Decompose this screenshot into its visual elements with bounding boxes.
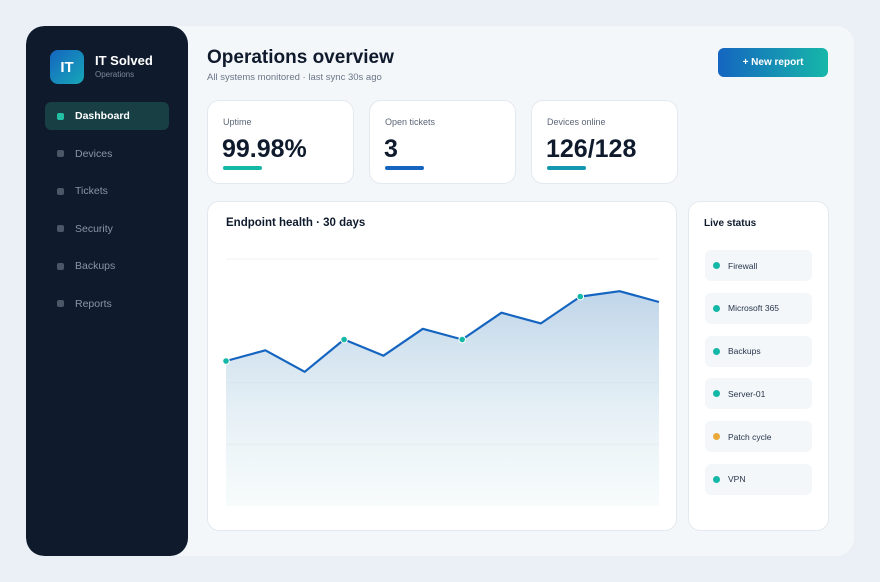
status-item-patch-cycle[interactable]: Patch cycle [705, 421, 812, 453]
stat-label: Uptime [223, 117, 252, 127]
sidebar-item-reports[interactable]: Reports [45, 290, 169, 318]
tickets-icon [57, 187, 64, 195]
page-title: Operations overview [207, 47, 394, 68]
sidebar-nav: Dashboard Devices Tickets Security Backu… [45, 102, 169, 327]
live-status-list: Firewall Microsoft 365 Backups Server-01… [705, 250, 812, 507]
sidebar-item-label: Reports [75, 297, 112, 310]
status-dot-icon [713, 390, 720, 398]
reports-icon [57, 300, 64, 307]
status-dot-icon [713, 433, 720, 441]
sidebar-item-label: Backups [75, 260, 116, 272]
status-item-server-01[interactable]: Server-01 [705, 378, 812, 410]
sidebar-item-label: Tickets [75, 185, 108, 197]
status-item-label: Patch cycle [728, 431, 772, 442]
stat-card-devices-online: Devices online 126/128 [531, 100, 678, 184]
stat-value: 3 [384, 135, 398, 163]
sidebar-item-security[interactable]: Security [45, 215, 169, 243]
live-status-card: Live status Firewall Microsoft 365 Backu… [688, 201, 829, 531]
status-dot-icon [713, 347, 720, 355]
sidebar-item-devices[interactable]: Devices [45, 140, 169, 168]
stat-accent-bar [385, 166, 424, 170]
new-report-button[interactable]: + New report [718, 48, 828, 77]
chart-title: Endpoint health · 30 days [226, 217, 366, 229]
page-subtitle: All systems monitored · last sync 30s ag… [207, 72, 382, 83]
endpoint-health-chart-card: Endpoint health · 30 days [207, 201, 677, 531]
chart-point[interactable] [222, 357, 230, 365]
stat-accent-bar [223, 166, 262, 170]
status-dot-icon [713, 304, 720, 312]
stat-accent-bar [547, 166, 586, 170]
stat-card-uptime: Uptime 99.98% [207, 100, 354, 184]
status-dot-icon [713, 262, 720, 269]
sidebar-item-label: Dashboard [75, 110, 130, 122]
stat-value: 126/128 [546, 135, 637, 163]
status-item-label: Server-01 [728, 388, 766, 399]
chart-point[interactable] [340, 335, 348, 344]
sidebar-item-tickets[interactable]: Tickets [45, 177, 169, 205]
status-item-label: VPN [728, 474, 746, 485]
sidebar-item-label: Devices [75, 147, 113, 160]
brand-logo: IT [50, 50, 84, 84]
status-item-firewall[interactable]: Firewall [705, 250, 812, 281]
sidebar-item-label: Security [75, 222, 113, 235]
status-item-label: Microsoft 365 [728, 303, 780, 314]
chart-series-line [225, 290, 660, 373]
status-item-label: Firewall [728, 260, 758, 271]
status-dot-icon [713, 475, 720, 483]
stat-label: Open tickets [385, 117, 436, 127]
sidebar-item-backups[interactable]: Backups [45, 252, 169, 280]
brand-subtitle: Operations [95, 70, 135, 79]
status-item-label: Backups [728, 346, 761, 357]
live-status-title: Live status [704, 218, 757, 229]
status-item-vpn[interactable]: VPN [705, 463, 812, 495]
stat-card-open-tickets: Open tickets 3 [369, 100, 516, 184]
stat-label: Devices online [547, 117, 606, 127]
stat-value: 99.98% [222, 135, 307, 163]
sidebar-item-dashboard[interactable]: Dashboard [45, 102, 169, 130]
backups-icon [57, 262, 64, 270]
dashboard-icon [57, 112, 64, 120]
endpoint-health-chart [222, 258, 660, 506]
app-window: IT IT Solved Operations Dashboard Device… [26, 26, 854, 556]
brand-name: IT Solved [95, 53, 153, 68]
sidebar: IT IT Solved Operations Dashboard Device… [26, 26, 188, 556]
devices-icon [57, 150, 64, 157]
chart-point[interactable] [576, 292, 585, 301]
chart-area-fill [226, 291, 659, 506]
chart-point[interactable] [458, 335, 466, 344]
status-item-backups[interactable]: Backups [705, 335, 812, 367]
status-item-microsoft-365[interactable]: Microsoft 365 [705, 292, 812, 324]
security-icon [57, 225, 64, 232]
